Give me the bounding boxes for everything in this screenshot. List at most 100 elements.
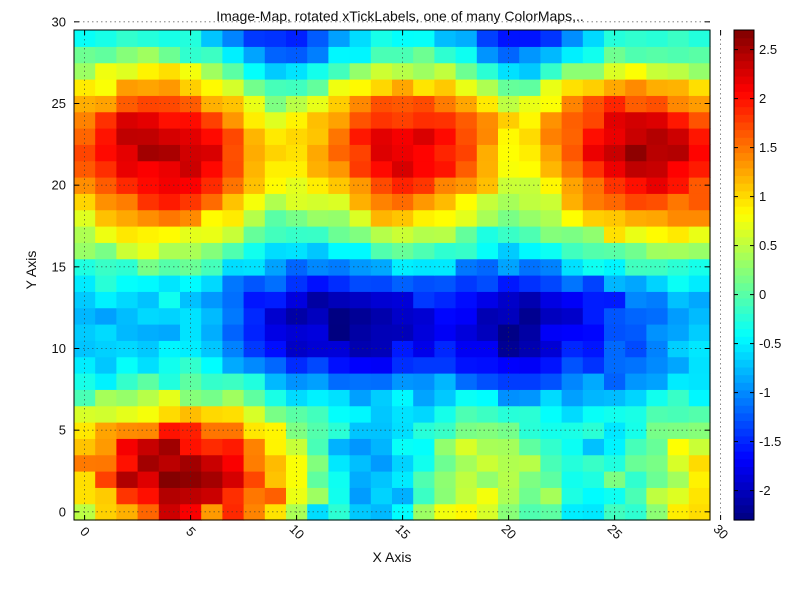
heatmap-cell (688, 324, 711, 341)
heatmap-cell (434, 356, 457, 374)
heatmap-cell (476, 389, 499, 407)
heatmap-cell (625, 209, 647, 227)
heatmap-cell (201, 193, 223, 211)
colorbar-segment (734, 175, 754, 184)
heatmap-cell (286, 177, 308, 194)
heatmap-cell (667, 209, 690, 227)
heatmap-cell (222, 177, 245, 194)
heatmap-cell (222, 258, 245, 276)
heatmap-cell (667, 30, 690, 47)
heatmap-cell (264, 307, 287, 325)
heatmap-cell (370, 177, 393, 194)
heatmap-cell (74, 177, 96, 194)
colorbar-segment (734, 45, 754, 54)
heatmap-cell (646, 405, 669, 423)
heatmap-cell (243, 291, 266, 309)
heatmap-cell (561, 471, 584, 488)
heatmap-cell (688, 307, 711, 325)
heatmap-cell (328, 438, 351, 456)
heatmap-cell (498, 226, 520, 243)
heatmap-cell (519, 30, 541, 47)
heatmap-cell (264, 422, 287, 439)
heatmap-cell (158, 62, 181, 80)
heatmap-cell (498, 487, 520, 505)
heatmap-cell (222, 242, 245, 260)
colorbar-segment (734, 412, 754, 422)
x-tick-label: 20 (499, 521, 520, 542)
colorbar-segment (734, 458, 754, 468)
heatmap-cell (646, 128, 669, 145)
heatmap-cell (180, 291, 202, 309)
colorbar-segment (734, 221, 754, 230)
heatmap-cell (307, 79, 329, 96)
heatmap-cell (307, 193, 329, 211)
heatmap-cell (667, 95, 690, 113)
heatmap-cell (646, 193, 669, 211)
heatmap-cell (540, 193, 563, 211)
heatmap-cell (582, 46, 605, 64)
heatmap-cell (476, 128, 499, 145)
heatmap-cell (413, 242, 435, 260)
heatmap-cell (328, 226, 351, 243)
heatmap-cell (116, 144, 139, 162)
heatmap-cell (116, 275, 139, 292)
heatmap-cell (158, 160, 181, 178)
heatmap-cell (604, 438, 626, 456)
colorbar-segment (734, 366, 754, 376)
heatmap-cell (688, 193, 711, 211)
heatmap-cell (582, 438, 605, 456)
heatmap-cell (349, 471, 372, 488)
heatmap-cell (158, 324, 181, 341)
colorbar-segment (734, 52, 754, 62)
heatmap-cell (370, 405, 393, 423)
x-tick-label: 5 (183, 524, 199, 540)
heatmap-cell (180, 79, 202, 96)
heatmap-cell (222, 226, 245, 243)
heatmap-cell (476, 30, 499, 47)
heatmap-cell (519, 111, 541, 129)
heatmap-cell (455, 389, 478, 407)
heatmap-cell (370, 128, 393, 145)
heatmap-cell (476, 291, 499, 309)
colorbar-segment (734, 206, 754, 215)
heatmap-cell (201, 356, 223, 374)
heatmap-cell (328, 487, 351, 505)
heatmap-cell (137, 209, 160, 227)
heatmap-cell (434, 242, 457, 260)
heatmap-cell (370, 307, 393, 325)
heatmap-cell (328, 454, 351, 472)
heatmap-cell (582, 95, 605, 113)
heatmap-cell (222, 405, 245, 423)
heatmap-cell (434, 95, 457, 113)
heatmap-cell (328, 177, 351, 194)
colorbar-tick-label: -0.5 (759, 336, 781, 351)
heatmap-cell (264, 209, 287, 227)
heatmap-cell (116, 373, 139, 390)
heatmap-cell (540, 389, 563, 407)
heatmap-cell (561, 389, 584, 407)
heatmap-cell (413, 340, 435, 358)
heatmap-cell (667, 487, 690, 505)
heatmap-cell (74, 226, 96, 243)
heatmap-cell (667, 160, 690, 178)
heatmap-cell (116, 405, 139, 423)
colorbar-segment (734, 91, 754, 100)
heatmap-cell (222, 487, 245, 505)
heatmap-cell (646, 46, 669, 64)
heatmap-cell (392, 226, 414, 243)
heatmap-cell (413, 128, 435, 145)
heatmap-cell (95, 454, 117, 472)
colorbar-segment (734, 389, 754, 399)
heatmap-cell (561, 177, 584, 194)
colorbar: -2 -1.5 -1 -0.5 0 0.5 1 1.5 2 2.5 (733, 29, 781, 521)
heatmap-cell (455, 79, 478, 96)
colorbar-segment (734, 75, 754, 85)
heatmap-cell (95, 144, 117, 162)
heatmap-cell (349, 454, 372, 472)
heatmap-cell (328, 128, 351, 145)
heatmap-cell (561, 503, 584, 521)
heatmap-cell (370, 95, 393, 113)
heatmap-cell (328, 95, 351, 113)
heatmap-cell (328, 356, 351, 374)
heatmap-cell (476, 324, 499, 341)
